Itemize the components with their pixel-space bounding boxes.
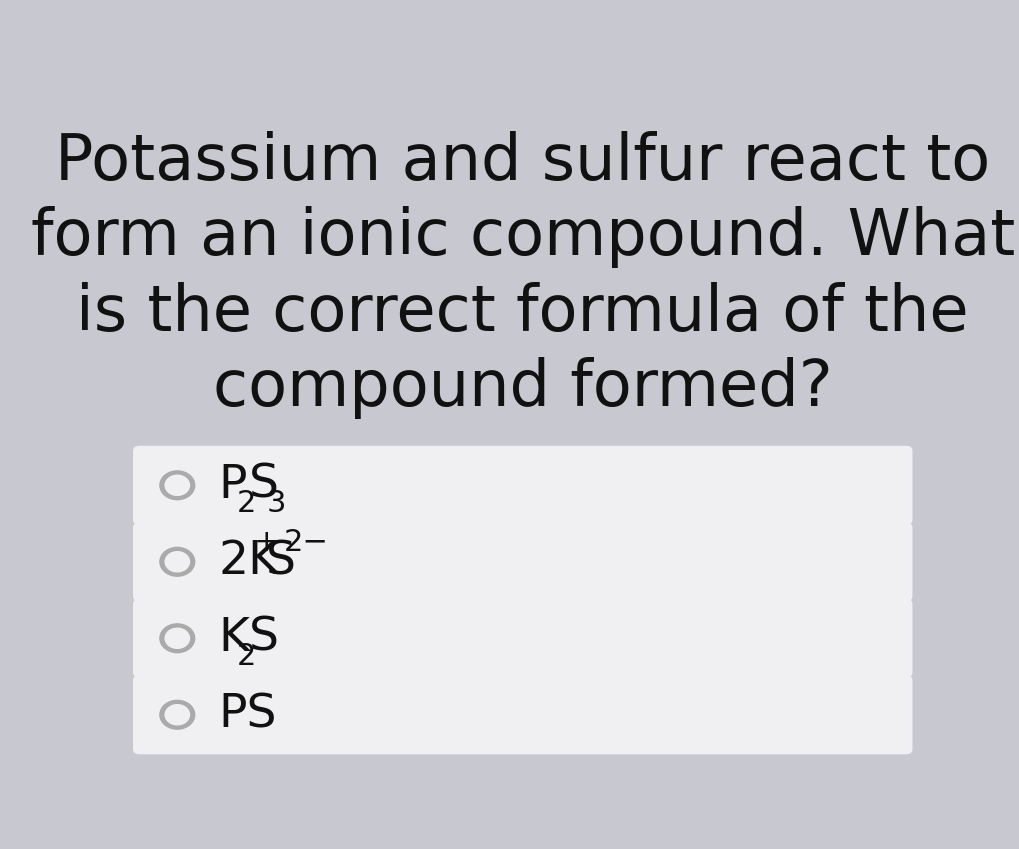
Text: 2−: 2− xyxy=(283,528,328,557)
FancyBboxPatch shape xyxy=(132,522,912,601)
Text: is the correct formula of the: is the correct formula of the xyxy=(76,282,968,344)
FancyBboxPatch shape xyxy=(132,446,912,525)
Text: PS: PS xyxy=(218,692,276,737)
Text: S: S xyxy=(249,616,278,661)
Text: +: + xyxy=(254,528,279,557)
Text: form an ionic compound. What: form an ionic compound. What xyxy=(31,206,1014,268)
Circle shape xyxy=(165,705,190,725)
Text: 2: 2 xyxy=(236,642,256,671)
Text: K: K xyxy=(218,616,250,661)
Circle shape xyxy=(160,548,195,576)
Circle shape xyxy=(165,552,190,572)
FancyBboxPatch shape xyxy=(132,599,912,678)
Circle shape xyxy=(165,475,190,495)
Circle shape xyxy=(165,628,190,649)
Text: compound formed?: compound formed? xyxy=(213,357,832,419)
Text: 2: 2 xyxy=(236,489,256,518)
Text: 3: 3 xyxy=(266,489,286,518)
Text: S: S xyxy=(266,539,296,584)
Text: Potassium and sulfur react to: Potassium and sulfur react to xyxy=(55,132,989,194)
Text: S: S xyxy=(249,463,278,508)
Text: P: P xyxy=(218,463,247,508)
Circle shape xyxy=(160,700,195,729)
Circle shape xyxy=(160,624,195,653)
FancyBboxPatch shape xyxy=(132,675,912,754)
Circle shape xyxy=(160,471,195,500)
Text: 2K: 2K xyxy=(218,539,279,584)
